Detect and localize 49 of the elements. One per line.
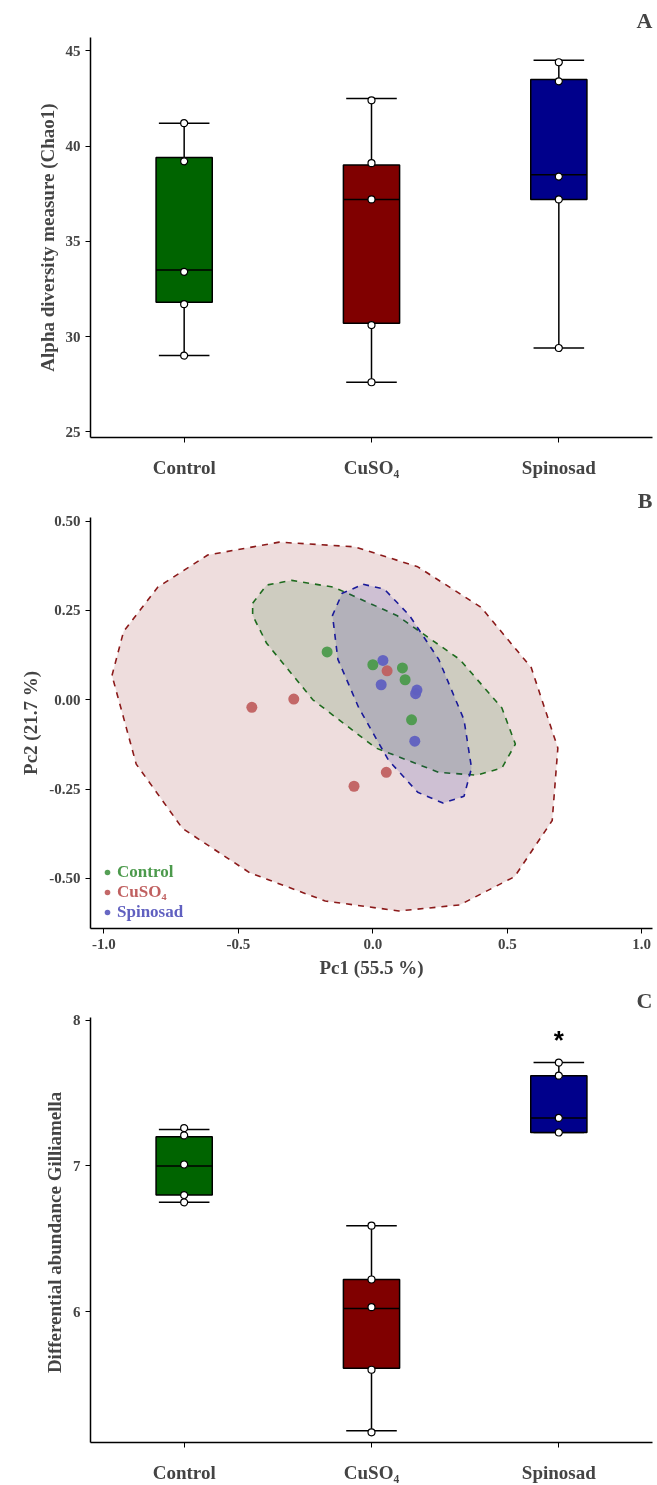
text: Control bbox=[117, 862, 174, 882]
point bbox=[367, 659, 379, 671]
y-tick-label: 0.25 bbox=[54, 602, 81, 619]
point bbox=[380, 766, 392, 778]
point bbox=[246, 701, 258, 713]
point bbox=[396, 662, 408, 674]
text: Spinosad bbox=[117, 902, 184, 922]
point bbox=[406, 714, 418, 726]
y-tick-label: 6 bbox=[73, 1303, 81, 1320]
x-axis-title: Pc1 (55.5 %) bbox=[319, 956, 424, 979]
x-tick-label: 1.0 bbox=[632, 935, 652, 952]
y-axis-title: Alpha diversity measure (Chao1) bbox=[36, 103, 59, 372]
x-tick-label: 0.0 bbox=[363, 935, 383, 952]
y-tick-label: 25 bbox=[65, 423, 81, 440]
x-tick-label: 0.5 bbox=[497, 935, 517, 952]
point bbox=[288, 693, 300, 705]
chart-title: B bbox=[637, 487, 653, 513]
point bbox=[321, 646, 333, 658]
y-tick-label: -0.25 bbox=[49, 781, 81, 798]
x-tick-label: -1.0 bbox=[92, 935, 116, 952]
chart-title: A bbox=[636, 7, 653, 33]
x-tick-label: Control bbox=[152, 1461, 216, 1483]
y-axis-title: Pc2 (21.7 %) bbox=[20, 671, 43, 775]
x-tick-label: Spinosad bbox=[521, 1461, 597, 1483]
point bbox=[375, 679, 387, 691]
point bbox=[399, 674, 411, 686]
annotation: * bbox=[553, 1024, 565, 1055]
chart-title: C bbox=[636, 987, 653, 1013]
x-tick-label: CuSO₄ bbox=[343, 1461, 400, 1483]
y-axis-title: Differential abundance Gilliamella bbox=[44, 1091, 65, 1374]
text: CuSO₄ bbox=[117, 882, 167, 902]
point bbox=[348, 780, 360, 792]
y-tick-label: 7 bbox=[73, 1157, 81, 1174]
x-tick-label: Control bbox=[152, 456, 216, 478]
x-tick-label: CuSO₄ bbox=[343, 456, 400, 478]
y-tick-label: -0.50 bbox=[49, 870, 81, 887]
y-tick-label: 45 bbox=[65, 42, 81, 59]
point bbox=[410, 688, 422, 700]
y-tick-label: 30 bbox=[65, 328, 81, 345]
point bbox=[381, 665, 393, 677]
y-tick-label: 0.50 bbox=[54, 513, 81, 530]
y-tick-label: 8 bbox=[73, 1012, 81, 1029]
x-tick-label: -0.5 bbox=[226, 935, 251, 952]
y-tick-label: 35 bbox=[65, 233, 81, 250]
point bbox=[377, 654, 389, 666]
y-tick-label: 0.00 bbox=[54, 691, 81, 708]
y-tick-label: 40 bbox=[65, 138, 81, 155]
x-tick-label: Spinosad bbox=[521, 456, 597, 478]
point bbox=[409, 735, 421, 747]
